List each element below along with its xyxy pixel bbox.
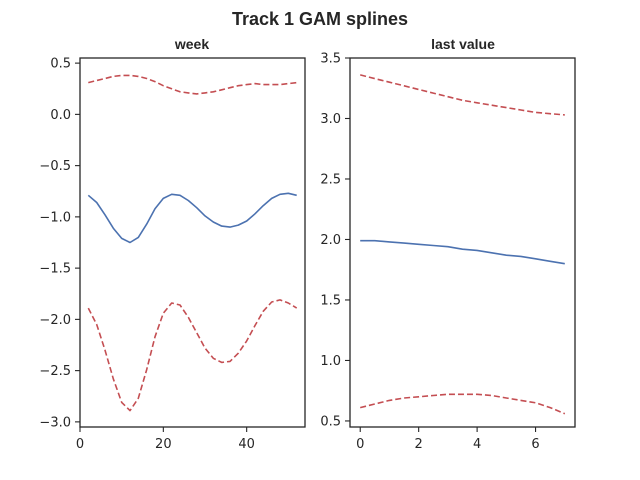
y-tick-label-week: −1.5 bbox=[39, 262, 71, 277]
plot-frame-last-value bbox=[349, 57, 576, 428]
x-tick-label-last-value: 4 bbox=[473, 437, 481, 452]
x-tick-label-week: 40 bbox=[238, 437, 255, 452]
axes-last-value: 0 2 4 6 0.5 1.0 1.5 2.0 2.5 3.0 3.5 bbox=[320, 52, 539, 453]
y-tick-label-week: −2.5 bbox=[39, 364, 71, 379]
y-tick-label-week: 0.5 bbox=[50, 57, 71, 72]
axes-week: 0 20 40 −3.0 −2.5 −2.0 −1.5 −1.0 −0.5 0.0 0.5 bbox=[39, 57, 255, 452]
figure-title: Track 1 GAM splines bbox=[232, 9, 408, 29]
y-tick-label-last-value: 1.0 bbox=[320, 354, 341, 369]
panel-week: week 0 20 40 −3.0 −2.5 −2.0 −1.5 −1.0 −0.5 0.0 0.5 bbox=[39, 36, 306, 452]
x-tick-label-week: 20 bbox=[155, 437, 172, 452]
x-tick-label-week: 0 bbox=[76, 437, 84, 452]
y-tick-label-week: −1.0 bbox=[39, 210, 71, 225]
y-tick-label-last-value: 2.5 bbox=[320, 172, 341, 187]
y-tick-label-last-value: 3.5 bbox=[320, 52, 341, 67]
y-tick-label-last-value: 0.5 bbox=[320, 414, 341, 429]
estimate-line-last-value-0 bbox=[360, 239, 565, 265]
panel-last-value: last value 0 2 4 6 0.5 1.0 1.5 2.0 2.5 3.0 3.5 bbox=[320, 36, 576, 453]
x-tick-label-last-value: 0 bbox=[356, 437, 364, 452]
y-tick-label-week: −2.0 bbox=[39, 313, 71, 328]
interval-line-last-value-2 bbox=[360, 393, 566, 415]
y-tick-label-last-value: 3.0 bbox=[320, 112, 341, 127]
panel-title-last-value: last value bbox=[431, 36, 495, 52]
y-tick-label-last-value: 1.5 bbox=[320, 293, 341, 308]
y-tick-label-week: 0.0 bbox=[50, 108, 71, 123]
y-tick-label-week: −3.0 bbox=[39, 415, 71, 430]
panel-title-week: week bbox=[174, 36, 209, 52]
interval-line-last-value-1 bbox=[360, 74, 565, 116]
interval-line-week-1 bbox=[88, 74, 297, 95]
plot-area-week bbox=[87, 74, 298, 412]
estimate-line-week-0 bbox=[87, 192, 297, 244]
plot-area-last-value bbox=[360, 74, 566, 415]
x-tick-label-last-value: 2 bbox=[415, 437, 423, 452]
plot-frame-week bbox=[79, 57, 306, 428]
y-tick-label-last-value: 2.0 bbox=[320, 233, 341, 248]
x-tick-label-last-value: 6 bbox=[531, 437, 539, 452]
interval-line-week-2 bbox=[87, 299, 298, 412]
y-tick-label-week: −0.5 bbox=[39, 159, 71, 174]
